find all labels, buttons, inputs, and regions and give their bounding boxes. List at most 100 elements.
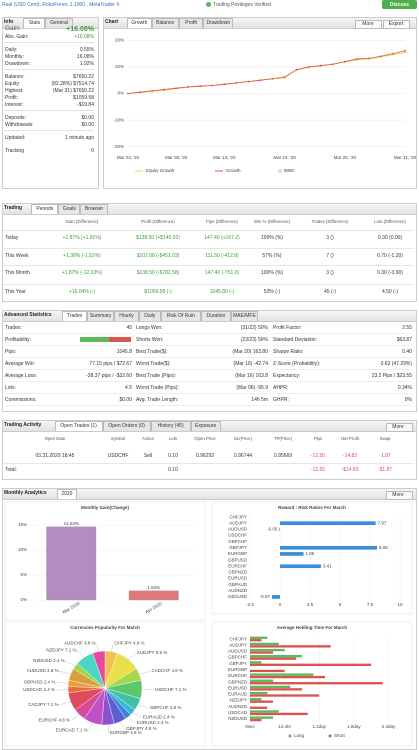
info-label: Updated: xyxy=(5,135,26,141)
tab-label[interactable]: Stats xyxy=(28,19,41,26)
tab-label[interactable]: Profit xyxy=(185,19,197,26)
y-tick-label: AUDJPY xyxy=(229,520,247,525)
button-label[interactable]: Export xyxy=(388,21,404,27)
cell: -1.87 xyxy=(379,453,391,459)
cell: +1.87% (+1.91%) xyxy=(62,235,102,241)
tab[interactable] xyxy=(201,311,231,321)
tab[interactable] xyxy=(23,18,46,28)
bar xyxy=(250,661,262,664)
panel xyxy=(2,17,99,189)
discuss-label[interactable]: Discuss xyxy=(389,1,410,8)
column-header: Trades (Difference) xyxy=(311,219,349,224)
tab-label[interactable]: History (45) xyxy=(157,422,184,429)
tab[interactable] xyxy=(102,421,151,431)
pie-category: EURAUD xyxy=(143,715,163,720)
tab-label[interactable]: Risk Of Ruin xyxy=(166,312,195,319)
tab[interactable] xyxy=(151,18,179,28)
tab-label[interactable]: Daily xyxy=(144,312,156,319)
tab-label[interactable]: Drawdown xyxy=(206,19,231,26)
tab-label[interactable]: Balance xyxy=(156,19,175,26)
tab[interactable] xyxy=(160,311,201,321)
tab-label[interactable]: MAE/MFE xyxy=(233,312,256,319)
tab-label[interactable]: Duration xyxy=(206,312,226,319)
x-tick-label: 2.4day xyxy=(382,724,396,729)
pie-label: AUDCHF 4.8 % xyxy=(64,641,96,646)
tab-label[interactable]: Summary xyxy=(89,312,112,319)
y-tick-label: NZDUSD xyxy=(228,716,247,721)
cell: 0.30 (0.00) xyxy=(377,235,403,241)
tab[interactable] xyxy=(178,18,204,28)
pie-value: 2.4 % xyxy=(44,680,56,685)
button[interactable] xyxy=(386,491,413,500)
panel-title: Info xyxy=(4,19,14,25)
info-value: 0.55% xyxy=(79,47,94,53)
cell: $138.50 (+$140.92) xyxy=(136,235,180,241)
tab[interactable] xyxy=(230,311,258,321)
cell: 0.10 xyxy=(168,453,178,459)
stat-label: Worst Trade (Pips): xyxy=(136,385,179,391)
tab-label[interactable]: Growth xyxy=(131,19,148,26)
x-tick-label: 0sec xyxy=(245,724,255,729)
cell: 111.50 (-412.8) xyxy=(205,253,239,259)
pie-category: CHFJPY xyxy=(114,641,131,646)
pie-value: 4.8 % xyxy=(130,730,142,735)
bar xyxy=(280,545,377,550)
tab-label[interactable]: Open Trades (1) xyxy=(60,422,97,429)
tab[interactable] xyxy=(57,489,77,499)
tab[interactable] xyxy=(80,204,108,214)
stat-value: $0.00 xyxy=(119,397,132,403)
tab-label[interactable]: Exposure xyxy=(195,422,217,429)
pie-value: 4.8 % xyxy=(171,668,183,673)
bar xyxy=(46,526,97,601)
y-tick-label: GBPCHF xyxy=(228,539,247,544)
tab[interactable] xyxy=(87,311,115,321)
tab[interactable] xyxy=(190,421,221,431)
pie-label: CHFJPY 4.8 % xyxy=(114,641,144,646)
tab[interactable] xyxy=(203,18,234,28)
button-label[interactable]: More xyxy=(392,424,404,430)
info-value: 1 minute ago xyxy=(65,135,94,141)
chart-title: Monthly Gain(Change) xyxy=(81,505,129,510)
button[interactable] xyxy=(383,20,410,29)
tab[interactable] xyxy=(127,18,152,28)
tab[interactable] xyxy=(45,18,73,28)
row-label: This Month xyxy=(5,270,30,276)
tab-label[interactable]: Periods xyxy=(36,205,54,212)
tab[interactable] xyxy=(114,311,139,321)
point xyxy=(271,77,274,80)
tab-label[interactable]: Goals xyxy=(62,205,76,212)
tab[interactable] xyxy=(62,311,87,321)
button-label[interactable]: More xyxy=(392,492,404,498)
tab[interactable] xyxy=(150,421,191,431)
point xyxy=(307,66,310,68)
bar xyxy=(250,688,302,691)
column-header: Open Price xyxy=(194,436,216,441)
bar xyxy=(250,691,268,695)
tab[interactable] xyxy=(58,204,81,214)
x-tick-label: Mar 26, '20 xyxy=(334,155,357,160)
tab-label[interactable]: Hourly xyxy=(119,312,134,319)
tab-label[interactable]: 2020 xyxy=(61,490,73,497)
stat-value: (Mar 16) -42.74 xyxy=(233,361,268,367)
stat-label: Profitability: xyxy=(5,337,31,343)
discuss-button[interactable] xyxy=(382,0,417,9)
pie-value: 2.4 % xyxy=(163,715,175,720)
cell: +16.04% (-) xyxy=(68,289,96,295)
info-value: $0.00 xyxy=(81,115,94,121)
info-label: Abs. Gain: xyxy=(5,34,29,40)
tab-label[interactable]: Open Orders (0) xyxy=(108,422,145,429)
legend-label: Short xyxy=(334,733,346,738)
button[interactable] xyxy=(386,423,413,432)
tab[interactable] xyxy=(31,204,59,214)
tab-label[interactable]: General xyxy=(50,19,68,26)
tab[interactable] xyxy=(54,421,103,431)
tab-label[interactable]: Browser xyxy=(84,205,104,212)
bar xyxy=(250,655,302,658)
cell: 147.40 (+167.2) xyxy=(204,235,240,241)
panel xyxy=(103,17,417,189)
button-label[interactable]: More xyxy=(362,21,374,27)
tab[interactable] xyxy=(138,311,161,321)
button[interactable] xyxy=(355,20,382,29)
tab-label[interactable]: Trades xyxy=(66,312,83,319)
